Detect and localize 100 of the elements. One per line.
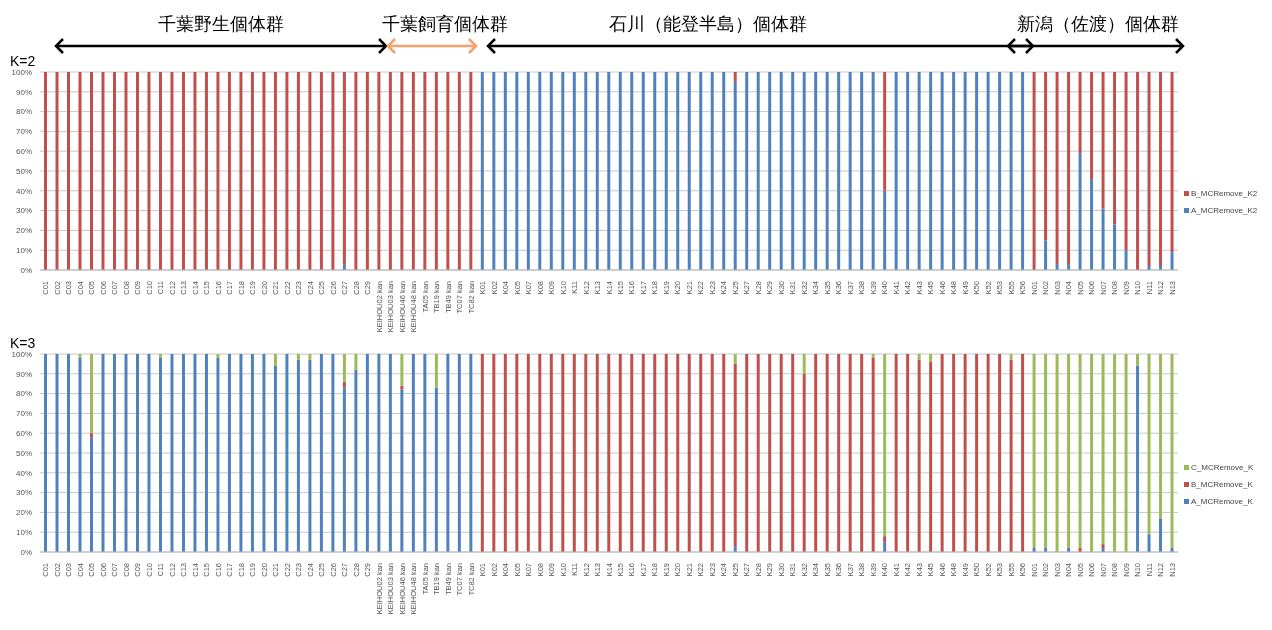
bar <box>227 354 231 552</box>
bar <box>124 354 128 552</box>
y-tick-label: 20% <box>15 226 32 236</box>
bar <box>802 373 806 552</box>
bar <box>848 72 852 270</box>
bar <box>204 72 208 270</box>
bar <box>147 354 151 552</box>
bar <box>1101 354 1105 545</box>
bar <box>963 72 967 270</box>
bar <box>802 72 806 270</box>
text: 千葉飼育個体群 <box>381 13 509 36</box>
bar <box>975 72 979 270</box>
bar <box>227 72 231 270</box>
bar <box>44 72 48 270</box>
bar <box>745 72 749 270</box>
bar <box>296 72 300 270</box>
bar <box>618 72 622 270</box>
bar <box>388 72 392 270</box>
bar <box>653 354 657 552</box>
bar <box>262 72 266 270</box>
bar <box>1113 354 1117 552</box>
bar <box>837 72 841 270</box>
text: 石川（能登半島）個体群 <box>608 13 808 36</box>
y-tick-label: 40% <box>15 186 32 196</box>
bar <box>894 72 898 270</box>
bar <box>331 354 335 552</box>
y-tick-label: 70% <box>15 409 32 419</box>
bar <box>308 359 312 552</box>
bar <box>733 72 737 82</box>
bar <box>526 354 530 552</box>
bar <box>480 72 484 270</box>
bar <box>572 72 576 270</box>
bar <box>687 72 691 270</box>
bar <box>1170 252 1174 270</box>
bar <box>216 354 220 358</box>
bar <box>630 72 634 270</box>
bar <box>124 72 128 270</box>
y-tick-label: 100% <box>11 349 32 359</box>
bar <box>641 354 645 552</box>
bar <box>515 72 519 270</box>
y-tick-label: 40% <box>15 468 32 478</box>
bar <box>1032 354 1036 549</box>
bar <box>434 387 438 552</box>
bar <box>1090 354 1094 552</box>
bar <box>377 72 381 270</box>
bar <box>296 359 300 552</box>
bar <box>308 72 312 270</box>
bar <box>917 354 921 360</box>
bar <box>1009 354 1013 360</box>
bar <box>354 354 358 370</box>
bar <box>112 72 116 270</box>
chart-title: K=2 <box>9 53 37 69</box>
bar <box>400 72 404 270</box>
bar <box>44 354 48 552</box>
bar <box>837 354 841 552</box>
bar <box>607 72 611 270</box>
bar <box>1170 72 1174 253</box>
bar <box>848 354 852 552</box>
bar <box>1021 354 1025 552</box>
bar <box>285 72 289 270</box>
bar <box>756 354 760 552</box>
bar <box>952 354 956 552</box>
bar <box>871 354 875 358</box>
y-tick-label: 80% <box>15 389 32 399</box>
chart-title: K=3 <box>9 335 37 351</box>
bar <box>239 72 243 270</box>
bar <box>664 72 668 270</box>
bar <box>538 72 542 270</box>
bar <box>1113 72 1117 225</box>
bar <box>676 72 680 270</box>
bar <box>101 72 105 270</box>
bar <box>710 354 714 552</box>
bar <box>940 72 944 270</box>
y-tick-label: 50% <box>15 448 32 458</box>
bar <box>492 354 496 552</box>
bar <box>492 72 496 270</box>
bar <box>526 72 530 270</box>
bar <box>1090 72 1094 179</box>
bar <box>779 354 783 552</box>
y-tick-label: 80% <box>15 107 32 117</box>
text: 新潟（佐渡）個体群 <box>1016 13 1180 36</box>
legend-label: B_MCRemove_K2 <box>1191 189 1258 198</box>
y-tick-label: 20% <box>15 508 32 518</box>
bar <box>929 354 933 362</box>
bar <box>1067 354 1071 549</box>
bar <box>411 72 415 270</box>
bar <box>1136 72 1140 270</box>
y-tick-label: 0% <box>20 265 32 275</box>
bar <box>457 72 461 270</box>
y-tick-label: 0% <box>20 547 32 557</box>
bar <box>1044 240 1048 270</box>
y-tick-label: 50% <box>15 166 32 176</box>
bar <box>664 354 668 552</box>
bar <box>825 72 829 270</box>
bar <box>917 359 921 552</box>
bar <box>860 72 864 270</box>
bar <box>147 72 151 270</box>
bar <box>400 354 404 386</box>
bar <box>641 72 645 270</box>
bar <box>423 354 427 552</box>
